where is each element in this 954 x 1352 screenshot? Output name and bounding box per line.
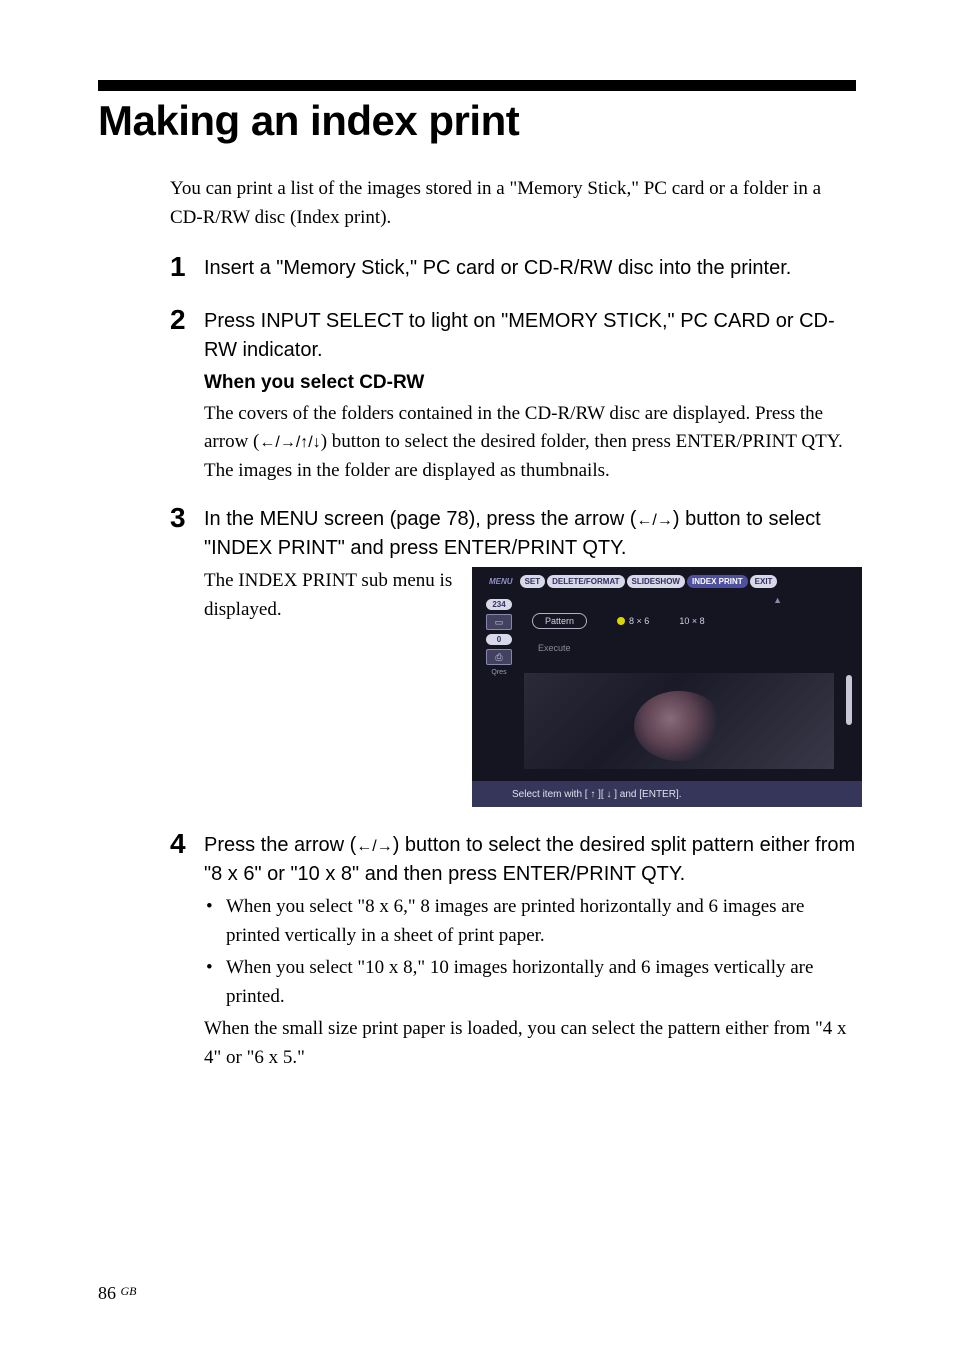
sidebar-label: Qres xyxy=(486,669,512,676)
step-body-text: The covers of the folders contained in t… xyxy=(204,400,856,486)
page-suffix: GB xyxy=(121,1284,137,1298)
bullet-item: • When you select "8 x 6," 8 images are … xyxy=(204,893,856,950)
index-print-menu-screenshot: MENU SET DELETE/FORMAT SLIDESHOW INDEX P… xyxy=(472,567,862,807)
tab-menu: MENU xyxy=(484,575,518,588)
bullet-icon: • xyxy=(204,954,226,1011)
step-4: 4 Press the arrow (←/→) button to select… xyxy=(170,831,856,1072)
text-fragment: In the MENU screen (page 78), press the … xyxy=(204,508,636,530)
page-title: Making an index print xyxy=(98,97,856,145)
menu-sidebar: 234 ▭ 0 ⎙ Qres xyxy=(486,599,512,676)
scrollbar-thumb xyxy=(846,675,852,725)
option-label: 10 × 8 xyxy=(679,616,704,626)
step-3: 3 In the MENU screen (page 78), press th… xyxy=(170,505,856,807)
text-fragment: Press the arrow ( xyxy=(204,834,356,856)
step-subheading: When you select CD-RW xyxy=(204,369,856,398)
tab-exit: EXIT xyxy=(750,575,778,588)
header-rule xyxy=(98,80,856,91)
menu-body: ▲ Pattern 8 × 6 10 × 8 Execute xyxy=(520,597,842,653)
arrow-icons: ←/→ xyxy=(636,512,672,529)
step-2: 2 Press INPUT SELECT to light on "MEMORY… xyxy=(170,307,856,485)
step-number: 3 xyxy=(170,503,204,534)
step-body-text: The INDEX PRINT sub menu is displayed. xyxy=(204,567,454,624)
sidebar-memory-icon: ▭ xyxy=(486,614,512,630)
tab-index-print: INDEX PRINT xyxy=(687,575,748,588)
step-number: 2 xyxy=(170,305,204,336)
page-number-value: 86 xyxy=(98,1283,116,1303)
arrow-icons: ←/→/↑/↓ xyxy=(259,434,320,451)
pattern-option-10x8: 10 × 8 xyxy=(679,616,704,626)
sidebar-printer-icon: ⎙ xyxy=(486,649,512,665)
pattern-label: Pattern xyxy=(532,613,587,629)
sidebar-count: 234 xyxy=(486,599,512,610)
bullet-text: When you select "10 x 8," 10 images hori… xyxy=(226,954,856,1011)
option-label: 8 × 6 xyxy=(629,616,649,626)
step-number: 4 xyxy=(170,829,204,860)
sidebar-zero: 0 xyxy=(486,634,512,645)
step-heading: Press INPUT SELECT to light on "MEMORY S… xyxy=(204,307,856,365)
step-heading: Insert a "Memory Stick," PC card or CD-R… xyxy=(204,254,856,283)
step-number: 1 xyxy=(170,252,204,283)
hint-bar: Select item with [ ↑ ][ ↓ ] and [ENTER]. xyxy=(472,781,862,807)
pattern-option-8x6: 8 × 6 xyxy=(617,616,649,626)
bullet-item: • When you select "10 x 8," 10 images ho… xyxy=(204,954,856,1011)
arrow-icons: ←/→ xyxy=(356,838,392,855)
step-1: 1 Insert a "Memory Stick," PC card or CD… xyxy=(170,254,856,287)
radio-selected-icon xyxy=(617,617,625,625)
execute-label: Execute xyxy=(538,643,842,653)
bullet-text: When you select "8 x 6," 8 images are pr… xyxy=(226,893,856,950)
page-number: 86 GB xyxy=(98,1283,137,1304)
step-heading: In the MENU screen (page 78), press the … xyxy=(204,505,862,563)
up-indicator-icon: ▲ xyxy=(773,595,782,605)
intro-text: You can print a list of the images store… xyxy=(170,175,856,232)
step-heading: Press the arrow (←/→) button to select t… xyxy=(204,831,856,889)
preview-image xyxy=(524,673,834,769)
tab-slideshow: SLIDESHOW xyxy=(627,575,685,588)
tab-set: SET xyxy=(520,575,546,588)
menu-tabs: MENU SET DELETE/FORMAT SLIDESHOW INDEX P… xyxy=(484,575,854,588)
bullet-icon: • xyxy=(204,893,226,950)
tab-delete-format: DELETE/FORMAT xyxy=(547,575,624,588)
step-tail-text: When the small size print paper is loade… xyxy=(204,1015,856,1072)
